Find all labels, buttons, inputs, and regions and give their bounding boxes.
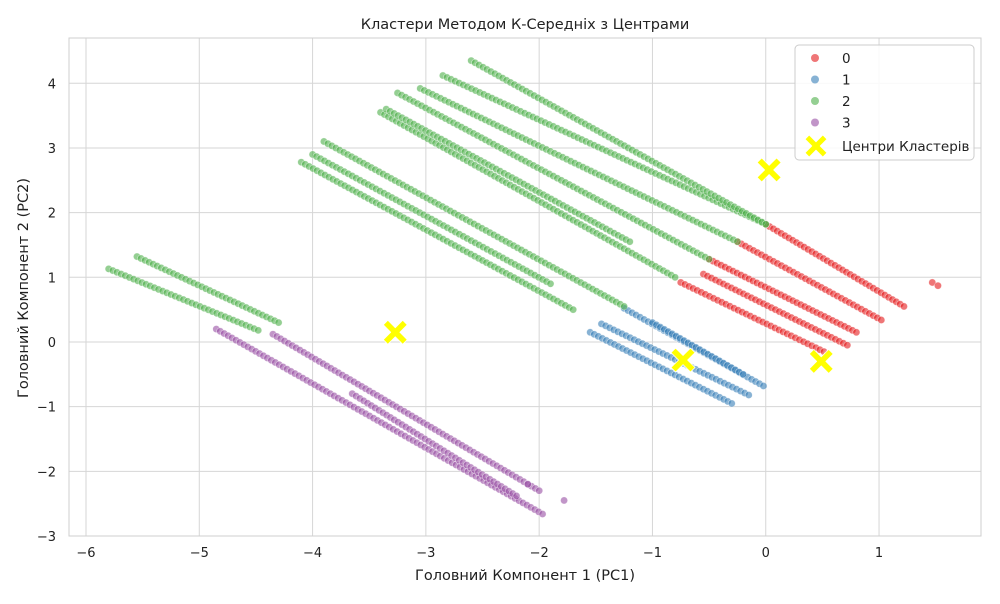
chart-title: Кластери Методом К-Середніх з Центрами	[361, 17, 690, 33]
data-points	[104, 56, 942, 518]
point-cluster-3	[512, 492, 521, 500]
legend-marker-2	[811, 97, 819, 105]
point-cluster-2	[625, 237, 634, 246]
legend-label-centers: Центри Кластерів	[842, 139, 970, 155]
point-cluster-2	[546, 279, 555, 288]
y-tick-label: 4	[48, 77, 56, 92]
point-cluster-1	[727, 399, 736, 408]
y-tick-label: 0	[48, 336, 56, 351]
x-tick-label: −1	[643, 546, 662, 561]
legend-label-0: 0	[842, 51, 851, 67]
point-cluster-3	[523, 480, 532, 489]
x-tick-label: 0	[762, 546, 770, 561]
legend-marker-0	[811, 54, 819, 62]
point-cluster-3	[538, 510, 547, 518]
point-cluster-3	[535, 486, 544, 495]
point-cluster-2	[254, 326, 263, 335]
legend-box	[794, 44, 975, 161]
point-cluster-2	[761, 220, 770, 229]
cluster-center-marker	[670, 347, 696, 373]
grid	[69, 38, 981, 537]
axes: −6 −5 −4 −3 −2 −1 0 1 −3 −2 −1 0 1 2 3 4	[37, 37, 982, 561]
cluster-center-marker	[756, 157, 782, 183]
legend-label-1: 1	[842, 73, 851, 89]
plot-frame	[68, 37, 982, 537]
point-cluster-0	[934, 281, 942, 290]
legend-center-marker	[804, 134, 828, 158]
x-tick-label: −4	[303, 546, 322, 561]
x-tick-label: −5	[190, 546, 209, 561]
y-axis-label: Головний Компонент 2 (PC2)	[16, 178, 32, 398]
point-cluster-0	[852, 328, 861, 337]
point-cluster-3	[560, 496, 568, 505]
legend-label-3: 3	[842, 116, 851, 132]
x-tick-label: −2	[530, 546, 549, 561]
point-cluster-2	[671, 273, 680, 282]
point-cluster-1	[759, 382, 768, 390]
point-cluster-1	[739, 370, 747, 379]
cluster-center-marker	[808, 348, 834, 374]
legend-marker-3	[811, 118, 819, 127]
point-cluster-1	[744, 391, 753, 399]
x-axis-label: Головний Компонент 1 (PC1)	[415, 568, 635, 584]
point-cluster-2	[274, 318, 283, 327]
point-cluster-2	[733, 237, 742, 246]
y-tick-label: 1	[48, 271, 56, 286]
y-tick-label: −1	[37, 401, 56, 416]
point-cluster-2	[569, 305, 578, 314]
point-cluster-0	[900, 302, 908, 311]
point-cluster-2	[620, 302, 629, 311]
point-cluster-0	[877, 316, 886, 324]
y-tick-label: −2	[37, 465, 56, 480]
y-tick-label: 2	[48, 207, 56, 222]
x-tick-label: −3	[416, 546, 435, 561]
point-cluster-2	[705, 255, 713, 264]
point-cluster-0	[843, 341, 852, 350]
x-tick-label: −6	[76, 546, 95, 561]
y-tick-label: −3	[37, 530, 56, 545]
legend-marker-1	[811, 75, 819, 84]
x-tick-label: 1	[875, 546, 883, 561]
cluster-center-marker	[382, 319, 408, 345]
legend: 0 1 2 3 Центри Кластерів	[794, 44, 975, 161]
cluster-centers	[382, 157, 834, 374]
y-tick-label: 3	[48, 142, 56, 157]
legend-label-2: 2	[842, 94, 851, 110]
